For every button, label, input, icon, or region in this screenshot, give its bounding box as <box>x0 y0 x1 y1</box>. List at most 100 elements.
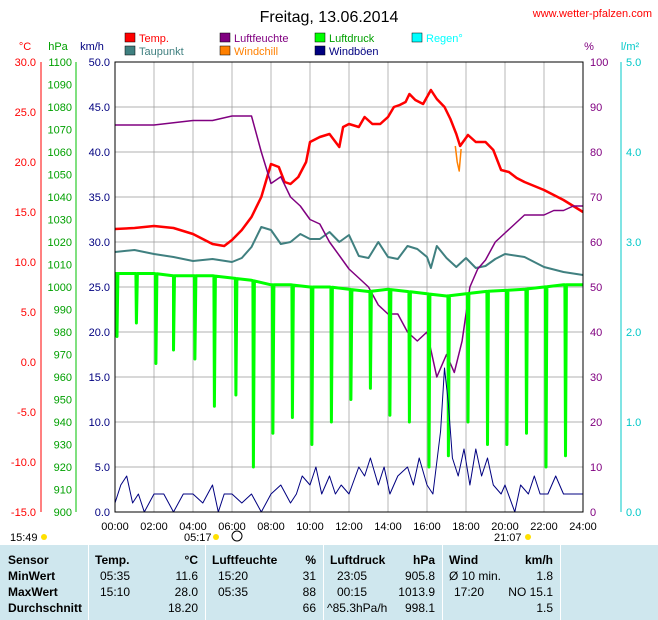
y-tick-label-pressure: 1040 <box>48 192 72 204</box>
weather-chart: 30.0 25.0 20.0 15.0 10.0 5.0 0.0 -5.0 -10.0 -15.0… <box>10 8 652 544</box>
y-tick-label-wind: 5.0 <box>95 462 110 474</box>
y-tick-label-pressure: 1060 <box>48 147 72 159</box>
y-tick-label-humidity: 10 <box>590 462 602 474</box>
max-humidity-value: 88 <box>302 585 316 599</box>
moon-icon <box>231 530 243 542</box>
y-tick-label-wind: 50.0 <box>89 57 110 69</box>
min-temp-time: 05:35 <box>100 569 131 583</box>
x-tick-label: 08:00 <box>257 521 285 533</box>
series-line-taupunkt <box>114 226 584 276</box>
y-tick-label-wind: 15.0 <box>89 372 110 384</box>
y-tick-label-pressure: 910 <box>54 485 72 497</box>
y-tick-label-temp: 5.0 <box>21 307 36 319</box>
max-wind-value: NO 15.1 <box>508 585 553 599</box>
legend-swatch <box>314 32 326 43</box>
sunrise-label: 05:17 <box>184 532 212 544</box>
sun-left-label: 15:49 <box>10 532 38 544</box>
y-tick-label-humidity: 20 <box>590 417 602 429</box>
y-tick-label-rain: 4.0 <box>626 147 641 159</box>
max-temp-time: 15:10 <box>100 585 131 599</box>
y-tick-label-temp: 10.0 <box>15 257 36 269</box>
axis-unit-pressure: hPa <box>48 41 68 53</box>
row-label-min: MinWert <box>8 569 56 583</box>
legend-label: Taupunkt <box>139 46 184 58</box>
legend-swatch <box>124 45 136 56</box>
y-tick-label-humidity: 90 <box>590 102 602 114</box>
legend-swatch <box>314 45 326 56</box>
x-tick-label: 12:00 <box>335 521 363 533</box>
divider <box>442 545 443 620</box>
divider <box>205 545 206 620</box>
avg-pressure-value: 998.1 <box>404 601 435 615</box>
divider <box>323 545 324 620</box>
header-sensor: Sensor <box>8 553 49 567</box>
y-tick-label-pressure: 960 <box>54 372 72 384</box>
max-pressure-time: 00:15 <box>337 585 368 599</box>
y-tick-label-pressure: 980 <box>54 327 72 339</box>
y-tick-label-temp: 25.0 <box>15 107 36 119</box>
min-humidity-value: 31 <box>302 569 316 583</box>
y-tick-label-pressure: 1020 <box>48 237 72 249</box>
y-tick-label-temp: -15.0 <box>11 507 36 519</box>
legend-swatch <box>219 45 231 56</box>
series-line-windchill <box>454 145 462 172</box>
divider <box>560 545 561 620</box>
max-humidity-time: 05:35 <box>218 585 249 599</box>
y-tick-label-rain: 0.0 <box>626 507 641 519</box>
y-tick-label-wind: 0.0 <box>95 507 110 519</box>
axis-unit-wind: km/h <box>80 41 104 53</box>
row-label-average: Durchschnitt <box>8 601 83 615</box>
row-label-max: MaxWert <box>8 585 58 599</box>
y-tick-label-pressure: 1030 <box>48 215 72 227</box>
y-tick-label-rain: 2.0 <box>626 327 641 339</box>
y-tick-label-pressure: 1090 <box>48 80 72 92</box>
y-tick-label-wind: 10.0 <box>89 417 110 429</box>
legend-label: Luftdruck <box>329 33 375 45</box>
min-pressure-value: 905.8 <box>404 569 435 583</box>
x-tick-label: 02:00 <box>140 521 168 533</box>
y-tick-label-pressure: 950 <box>54 395 72 407</box>
legend-swatch <box>124 32 136 43</box>
y-tick-label-rain: 1.0 <box>626 417 641 429</box>
y-tick-label-temp: 30.0 <box>15 57 36 69</box>
sunset-icon <box>525 534 531 540</box>
source-link[interactable]: www.wetter-pfalzen.com <box>532 8 652 20</box>
min-wind-value: 1.8 <box>536 569 553 583</box>
x-tick-label: 16:00 <box>413 521 441 533</box>
y-tick-label-pressure: 1080 <box>48 102 72 114</box>
axis-unit-humidity: % <box>584 41 594 53</box>
legend-label: Luftfeuchte <box>234 33 288 45</box>
series-lines <box>114 88 584 513</box>
x-tick-label: 14:00 <box>374 521 402 533</box>
avg-humidity-value: 66 <box>302 601 316 615</box>
legend-label: Temp. <box>139 33 169 45</box>
y-tick-label-humidity: 50 <box>590 282 602 294</box>
y-tick-label-wind: 35.0 <box>89 192 110 204</box>
y-tick-label-humidity: 80 <box>590 147 602 159</box>
y-tick-label-wind: 25.0 <box>89 282 110 294</box>
y-tick-label-humidity: 30 <box>590 372 602 384</box>
axis-unit-rain: l/m² <box>621 41 640 53</box>
y-tick-label-temp: 0.0 <box>21 357 36 369</box>
header-pressure: Luftdruck <box>330 553 386 567</box>
header-pressure-unit: hPa <box>412 553 435 567</box>
min-humidity-time: 15:20 <box>218 569 249 583</box>
y-tick-label-pressure: 1000 <box>48 282 72 294</box>
x-tick-label: 18:00 <box>452 521 480 533</box>
header-wind-unit: km/h <box>524 553 553 567</box>
axis-unit-temp: °C <box>19 41 31 53</box>
x-tick-label: 04:00 <box>179 521 207 533</box>
y-tick-label-pressure: 920 <box>54 462 72 474</box>
header-humidity: Luftfeuchte <box>212 553 278 567</box>
header-humidity-unit: % <box>305 553 316 567</box>
y-tick-label-temp: -5.0 <box>17 407 36 419</box>
x-tick-label: 00:00 <box>101 521 129 533</box>
axes: 30.0 25.0 20.0 15.0 10.0 5.0 0.0 -5.0 -10.0 -15.0… <box>11 57 641 533</box>
legend-label: Windböen <box>329 46 379 58</box>
y-tick-label-pressure: 1050 <box>48 170 72 182</box>
pressure-trend: ^85.3hPa/h <box>327 601 388 615</box>
max-wind-time: 17:20 <box>454 585 485 599</box>
y-tick-label-pressure: 930 <box>54 440 72 452</box>
y-tick-label-wind: 30.0 <box>89 237 110 249</box>
x-tick-label: 10:00 <box>296 521 324 533</box>
